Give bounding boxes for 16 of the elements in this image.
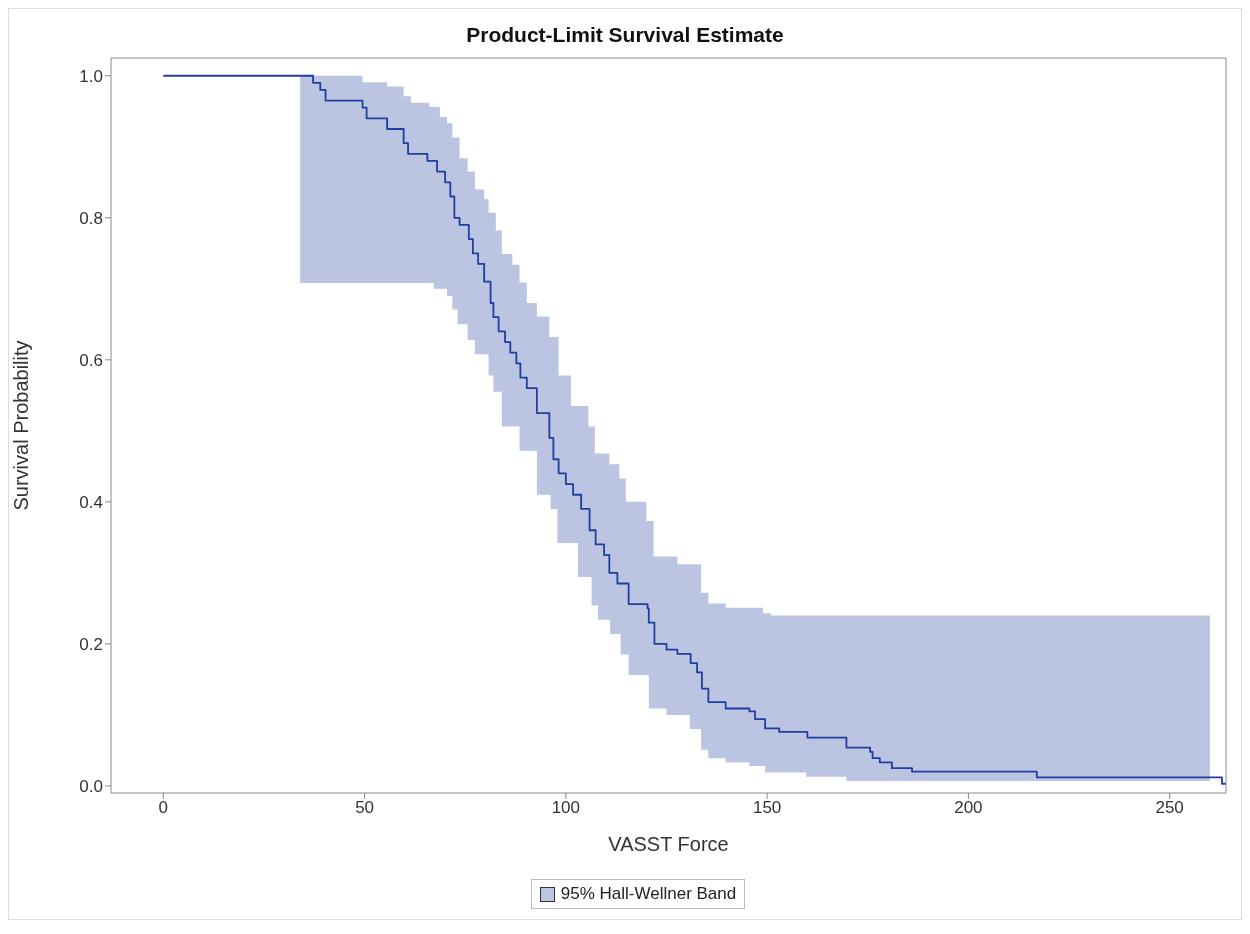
legend-label: 95% Hall-Wellner Band <box>560 884 737 904</box>
x-tick-label: 150 <box>752 798 782 818</box>
y-tick-label: 0.2 <box>79 634 103 654</box>
y-tick-label: 0.8 <box>79 208 103 228</box>
x-tick-label: 0 <box>158 798 169 818</box>
y-tick-label: 1.0 <box>79 66 103 86</box>
x-tick-label: 200 <box>954 798 983 818</box>
y-axis-title: Survival Probability <box>10 340 33 511</box>
y-tick-label: 0.0 <box>79 776 103 796</box>
y-tick-label: 0.4 <box>79 492 103 512</box>
y-tick-label: 0.6 <box>79 350 103 370</box>
x-tick-label: 50 <box>355 798 375 818</box>
x-tick-label: 250 <box>1155 798 1184 818</box>
x-axis-title: VASST Force <box>608 833 729 855</box>
chart-title: Product-Limit Survival Estimate <box>465 22 785 47</box>
x-tick-label: 100 <box>551 798 581 818</box>
